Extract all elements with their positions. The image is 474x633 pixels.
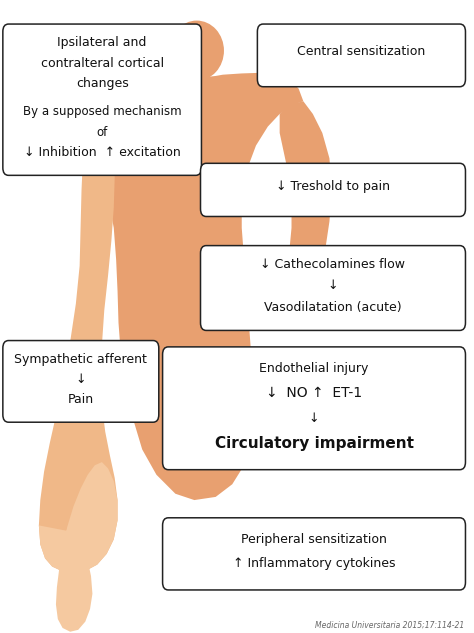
Text: ↓  NO ↑  ET-1: ↓ NO ↑ ET-1 xyxy=(266,386,362,400)
Ellipse shape xyxy=(169,20,224,80)
Text: ↓ Treshold to pain: ↓ Treshold to pain xyxy=(276,180,390,194)
Text: Circulatory impairment: Circulatory impairment xyxy=(215,436,413,451)
FancyBboxPatch shape xyxy=(201,163,465,216)
Text: Peripheral sensitization: Peripheral sensitization xyxy=(241,532,387,546)
Text: Endothelial injury: Endothelial injury xyxy=(259,361,369,375)
Text: Sympathetic afferent: Sympathetic afferent xyxy=(14,353,147,366)
FancyBboxPatch shape xyxy=(163,518,465,590)
Text: Ipsilateral and: Ipsilateral and xyxy=(57,36,147,49)
Polygon shape xyxy=(39,462,118,632)
Polygon shape xyxy=(280,101,332,316)
Text: contralteral cortical: contralteral cortical xyxy=(41,56,164,70)
Text: By a supposed mechanism: By a supposed mechanism xyxy=(23,105,182,118)
FancyBboxPatch shape xyxy=(163,347,465,470)
FancyBboxPatch shape xyxy=(3,24,201,175)
Text: ↓ Cathecolamines flow: ↓ Cathecolamines flow xyxy=(261,258,405,272)
Polygon shape xyxy=(39,101,118,573)
Text: ↓: ↓ xyxy=(309,412,319,425)
FancyBboxPatch shape xyxy=(201,246,465,330)
Text: of: of xyxy=(97,126,108,139)
Text: Medicina Universitaria 2015;17:114-21: Medicina Universitaria 2015;17:114-21 xyxy=(315,621,465,630)
Text: ↓: ↓ xyxy=(75,373,86,386)
Text: ↓ Inhibition  ↑ excitation: ↓ Inhibition ↑ excitation xyxy=(24,146,181,159)
Polygon shape xyxy=(88,73,303,500)
Text: Vasodilatation (acute): Vasodilatation (acute) xyxy=(264,301,402,313)
Text: ↑ Inflammatory cytokines: ↑ Inflammatory cytokines xyxy=(233,557,395,570)
Text: ↓: ↓ xyxy=(328,279,338,292)
Text: Central sensitization: Central sensitization xyxy=(297,45,426,58)
FancyBboxPatch shape xyxy=(3,341,159,422)
Text: Pain: Pain xyxy=(68,393,94,406)
FancyBboxPatch shape xyxy=(257,24,465,87)
Text: changes: changes xyxy=(76,77,128,90)
